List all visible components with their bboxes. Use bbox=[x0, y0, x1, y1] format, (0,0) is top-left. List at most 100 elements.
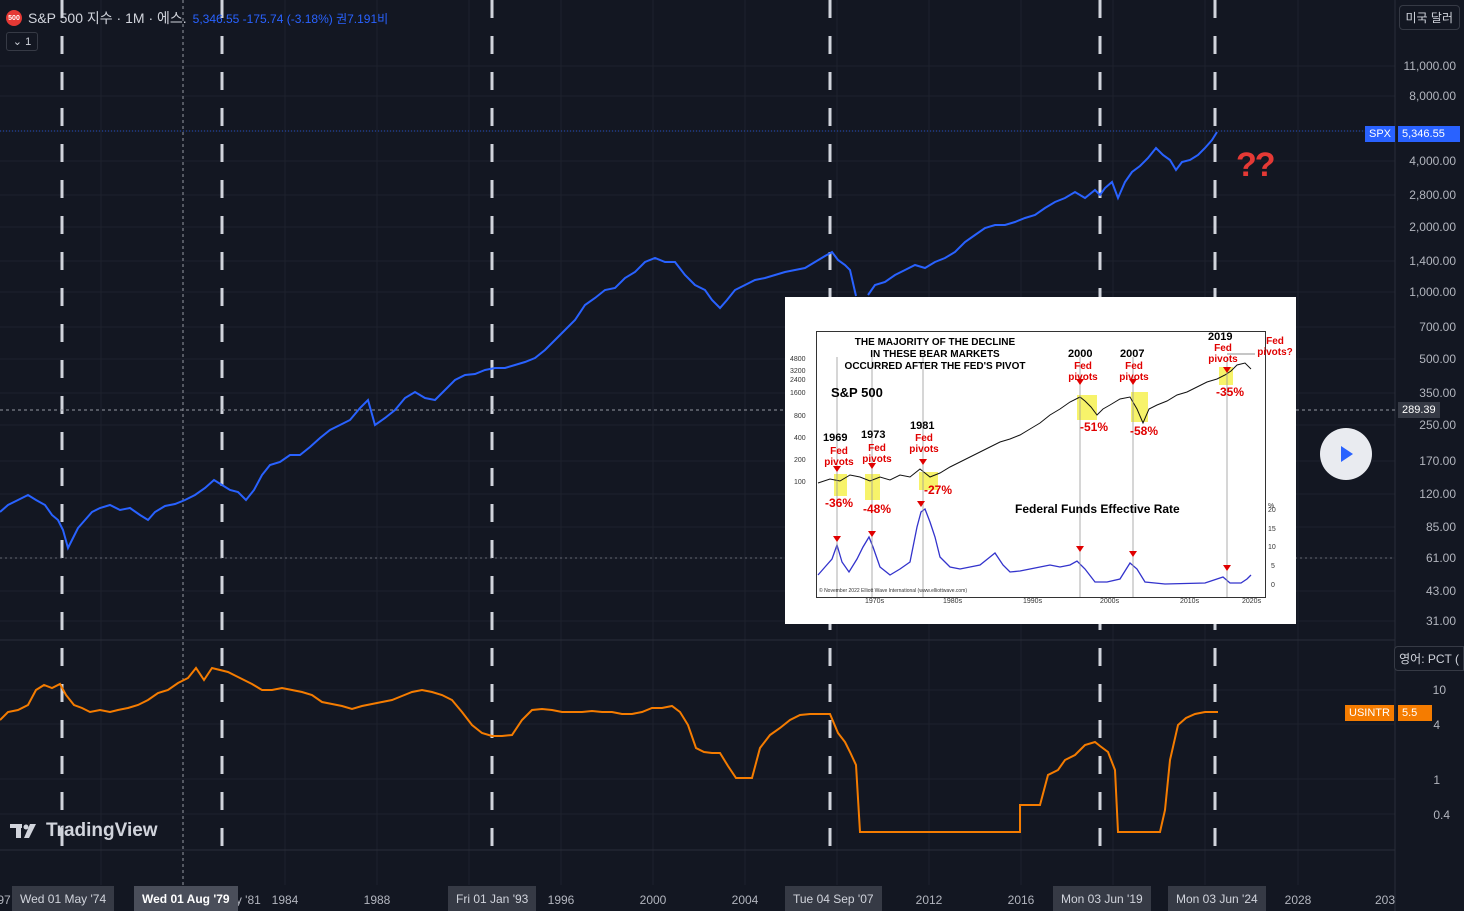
time-tick: 97 bbox=[0, 893, 11, 907]
currency-button[interactable]: 미국 달러 bbox=[1398, 5, 1460, 30]
inset-pivot-pct: -51% bbox=[1080, 420, 1109, 434]
rate-tick: 10 bbox=[1432, 683, 1446, 697]
inset-sp-tick: 100 bbox=[794, 479, 806, 486]
time-tick: 1996 bbox=[547, 893, 575, 907]
inset-pivot-text: Fed pivots bbox=[1068, 361, 1098, 383]
scale-button[interactable]: 영어: PCT ( bbox=[1394, 646, 1464, 671]
price-tick: 8,000.00 bbox=[1409, 89, 1456, 103]
play-icon bbox=[1341, 446, 1353, 462]
time-tick: 1984 bbox=[271, 893, 299, 907]
rate-tick: 0.4 bbox=[1433, 808, 1450, 822]
inset-sp-tick: 400 bbox=[794, 435, 806, 442]
inset-ffr-label: Federal Funds Effective Rate bbox=[1015, 502, 1180, 516]
symbol-legend[interactable]: 500 S&P 500 지수 · 1M · 에스. 5,346.55 -175.… bbox=[6, 8, 388, 28]
symbol-values: 5,346.55 -175.74 (-3.18%) 권7.191비 bbox=[192, 11, 389, 26]
inset-decade: 2000s bbox=[1100, 598, 1120, 605]
time-tick: 2004 bbox=[731, 893, 759, 907]
inset-pivot-pct: -48% bbox=[863, 502, 892, 516]
inset-sp-tick: 2400 bbox=[790, 377, 806, 384]
inset-decade: 2020s bbox=[1242, 598, 1262, 605]
time-tick: 203 bbox=[1374, 893, 1396, 907]
usintr-value-tag: 5.5 bbox=[1398, 705, 1432, 721]
inset-rate-tick: 10 bbox=[1268, 544, 1276, 551]
time-tick: 2000 bbox=[639, 893, 667, 907]
symbol-title[interactable]: S&P 500 지수 · 1M · 에스. bbox=[28, 10, 187, 26]
inset-decade: 1980s bbox=[943, 598, 963, 605]
inset-headline: THE MAJORITY OF THE DECLINE IN THESE BEA… bbox=[844, 337, 1026, 372]
inset-decade: 1990s bbox=[1023, 598, 1043, 605]
marker-date-label: Wed 01 May '74 bbox=[12, 886, 115, 911]
usintr-series-line[interactable] bbox=[0, 666, 1218, 833]
inset-sp-label: S&P 500 bbox=[831, 385, 883, 400]
inset-rate-tick: 0 bbox=[1271, 582, 1275, 589]
inset-pivot-text: Fed pivots bbox=[862, 443, 892, 465]
inset-pivot-pct: -58% bbox=[1130, 424, 1159, 438]
price-tick: 85.00 bbox=[1425, 520, 1456, 534]
crosshair-price-tag: 289.39 bbox=[1398, 402, 1440, 418]
inset-rate-tick: 15 bbox=[1268, 526, 1276, 533]
inset-pivot-text: Fed pivots bbox=[909, 433, 939, 455]
inset-pivot-text: Fed pivots bbox=[824, 446, 854, 468]
time-tick: 2012 bbox=[915, 893, 943, 907]
price-tick: 61.00 bbox=[1425, 551, 1456, 565]
inset-decade: 2010s bbox=[1180, 598, 1200, 605]
legend-collapse-button[interactable]: ⌄ 1 bbox=[6, 32, 38, 51]
inset-pivot-year: 1973 bbox=[861, 429, 886, 441]
time-tick: 2016 bbox=[1007, 893, 1035, 907]
inset-decade: 1970s bbox=[865, 598, 885, 605]
question-annotation[interactable]: ?? bbox=[1236, 146, 1276, 184]
symbol-logo-icon: 500 bbox=[6, 10, 22, 26]
price-tick: 43.00 bbox=[1425, 584, 1456, 598]
tradingview-logo-text: TradingView bbox=[46, 820, 158, 841]
crosshair-date-label: Wed 01 Aug '79 bbox=[134, 886, 238, 911]
price-tick: 120.00 bbox=[1419, 487, 1456, 501]
marker-date-label: Tue 04 Sep '07 bbox=[785, 886, 882, 911]
inset-pivot-pct: -36% bbox=[825, 496, 854, 510]
price-tick: 170.00 bbox=[1419, 454, 1456, 468]
price-tick: 1,400.00 bbox=[1409, 254, 1456, 268]
price-tick: 500.00 bbox=[1419, 352, 1456, 366]
usintr-symbol-tag: USINTR bbox=[1345, 705, 1394, 721]
marker-date-label: Fri 01 Jan '93 bbox=[448, 886, 537, 911]
inset-rate-tick: 20 bbox=[1268, 507, 1276, 514]
price-tick: 2,000.00 bbox=[1409, 220, 1456, 234]
inset-rate-tick: % bbox=[1268, 503, 1275, 510]
inset-future-pivot: Fed pivots? bbox=[1257, 336, 1293, 358]
inset-chart-frame bbox=[816, 331, 1266, 598]
spx-series-line[interactable] bbox=[0, 131, 1218, 551]
price-tick: 11,000.00 bbox=[1403, 59, 1457, 73]
tradingview-logo[interactable]: TradingView bbox=[10, 820, 158, 842]
price-tick: 250.00 bbox=[1419, 418, 1456, 432]
inset-pivot-year: 2019 bbox=[1208, 331, 1233, 343]
marker-date-label: Mon 03 Jun '24 bbox=[1168, 886, 1266, 911]
price-tick: 1,000.00 bbox=[1409, 285, 1456, 299]
inset-sp-tick: 1600 bbox=[790, 390, 806, 397]
inset-pivot-year: 2007 bbox=[1120, 348, 1145, 360]
price-tick: 4,000.00 bbox=[1409, 154, 1456, 168]
inset-sp-tick: 800 bbox=[794, 413, 806, 420]
fed-pivot-inset-image: THE MAJORITY OF THE DECLINE IN THESE BEA… bbox=[785, 297, 1296, 624]
inset-rate-tick: 5 bbox=[1271, 563, 1275, 570]
price-tick: 2,800.00 bbox=[1409, 188, 1456, 202]
inset-pivot-pct: -27% bbox=[924, 483, 953, 497]
inset-pivot-year: 2000 bbox=[1068, 348, 1093, 360]
time-tick: 2028 bbox=[1284, 893, 1312, 907]
spx-price-tag: 5,346.55 bbox=[1398, 126, 1460, 142]
inset-pivot-year: 1969 bbox=[823, 432, 848, 444]
inset-pivot-text: Fed pivots bbox=[1119, 361, 1149, 383]
price-tick: 31.00 bbox=[1425, 614, 1456, 628]
inset-pivot-year: 1981 bbox=[910, 420, 935, 432]
inset-credit: © November 2022 Elliott Wave Internation… bbox=[819, 588, 968, 594]
inset-sp-tick: 200 bbox=[794, 457, 806, 464]
price-tick: 700.00 bbox=[1419, 320, 1456, 334]
play-button[interactable] bbox=[1320, 428, 1372, 480]
spx-symbol-tag: SPX bbox=[1365, 126, 1396, 142]
inset-chart-svg bbox=[817, 353, 1255, 597]
inset-sp-tick: 3200 bbox=[790, 368, 806, 375]
time-tick: 1988 bbox=[363, 893, 391, 907]
price-tick: 350.00 bbox=[1419, 386, 1456, 400]
inset-pivot-pct: -35% bbox=[1216, 385, 1245, 399]
marker-date-label: Mon 03 Jun '19 bbox=[1053, 886, 1151, 911]
tradingview-logo-icon bbox=[10, 824, 36, 838]
inset-sp-tick: 4800 bbox=[790, 356, 806, 363]
